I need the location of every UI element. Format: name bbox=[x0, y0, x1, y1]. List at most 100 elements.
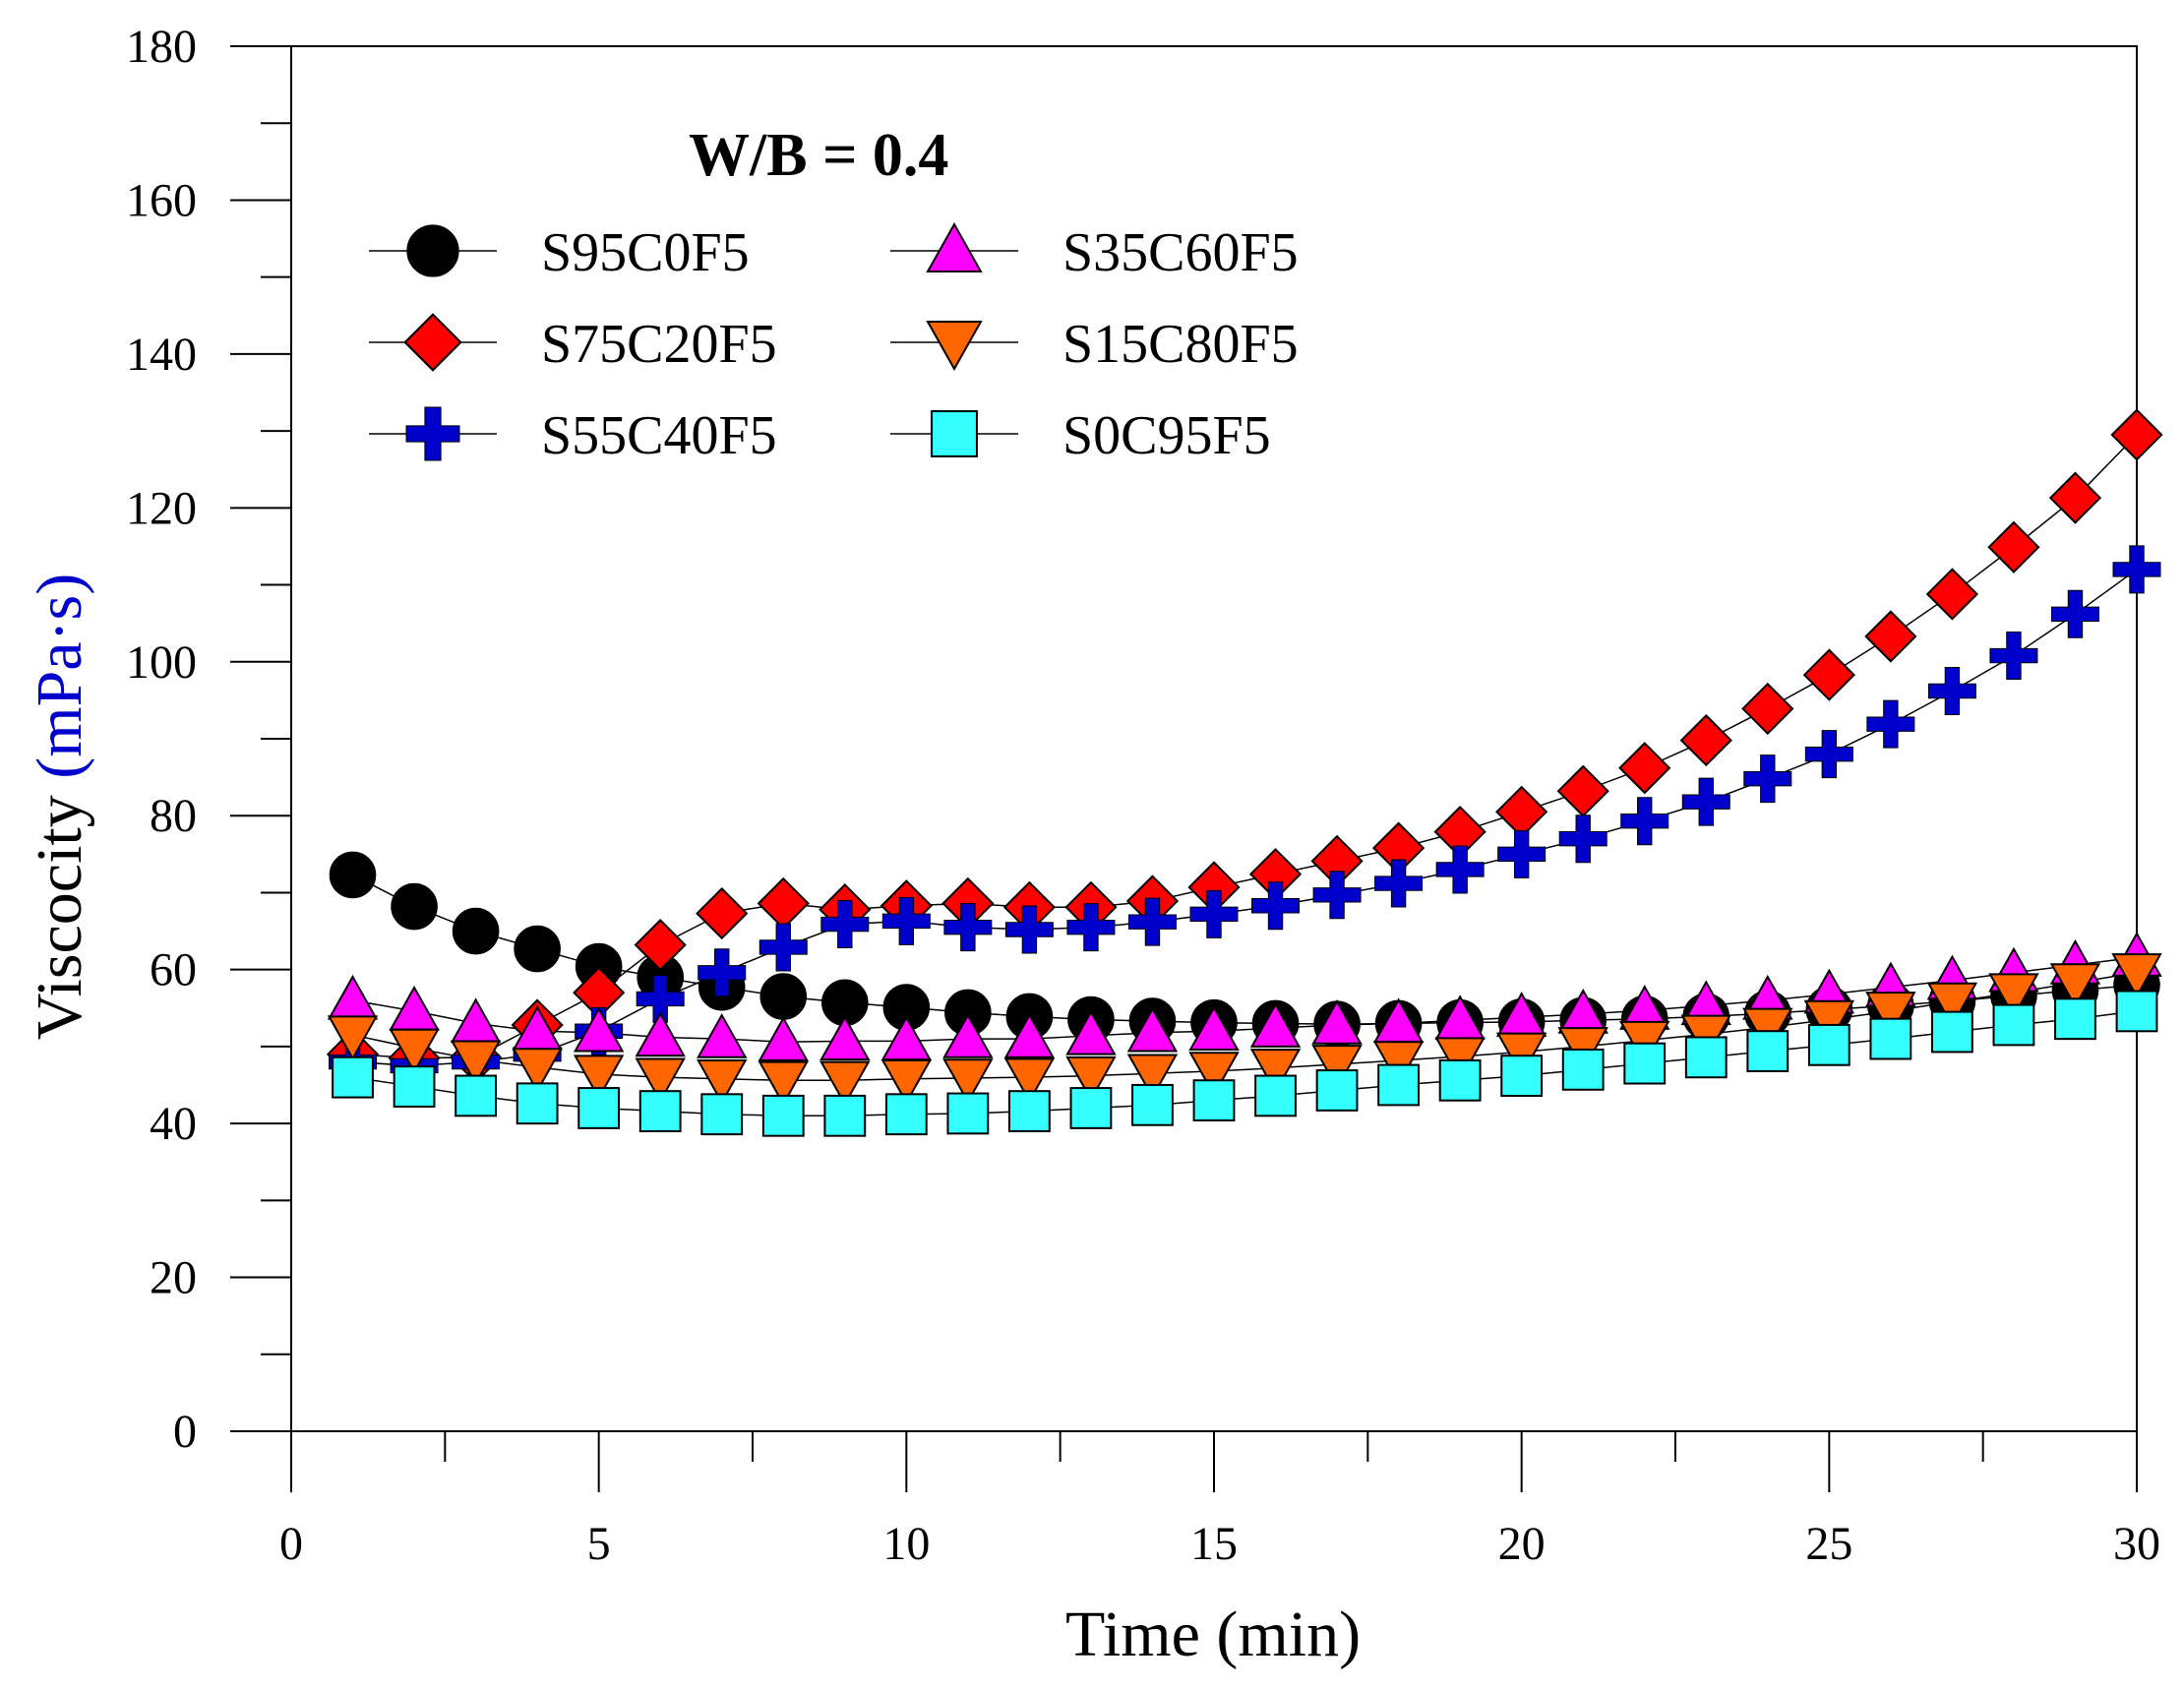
data-point-s35c60f5 bbox=[697, 1013, 748, 1058]
data-point-s0c95f5 bbox=[761, 1094, 805, 1137]
data-point-s0c95f5 bbox=[823, 1094, 867, 1137]
data-point-s15c80f5 bbox=[1188, 1052, 1240, 1097]
data-point-s0c95f5 bbox=[1807, 1023, 1850, 1066]
y-tick-label: 60 bbox=[150, 944, 197, 996]
y-tick-label: 140 bbox=[126, 329, 197, 381]
data-point-s0c95f5 bbox=[1069, 1087, 1113, 1129]
data-point-s55c40f5 bbox=[1620, 797, 1669, 846]
data-point-s55c40f5 bbox=[1558, 814, 1608, 864]
data-point-s55c40f5 bbox=[2112, 545, 2161, 594]
x-tick-label: 0 bbox=[279, 1518, 303, 1570]
data-point-s0c95f5 bbox=[1746, 1030, 1790, 1072]
y-axis-title-text: Viscocity bbox=[24, 779, 95, 1040]
data-point-s0c95f5 bbox=[455, 1074, 498, 1117]
data-point-s55c40f5 bbox=[1681, 777, 1730, 826]
data-point-s75c20f5 bbox=[2110, 408, 2163, 461]
data-point-s55c40f5 bbox=[758, 923, 808, 972]
data-point-s35c60f5 bbox=[1249, 1002, 1302, 1048]
data-point-s55c40f5 bbox=[2050, 589, 2099, 638]
data-point-s0c95f5 bbox=[1315, 1069, 1359, 1112]
data-point-s0c95f5 bbox=[1684, 1036, 1728, 1079]
legend-marker-s75c20f5 bbox=[403, 313, 462, 372]
data-point-s55c40f5 bbox=[1251, 881, 1301, 931]
data-point-s15c80f5 bbox=[2049, 963, 2101, 1009]
data-point-s15c80f5 bbox=[1988, 973, 2039, 1019]
data-point-s0c95f5 bbox=[1131, 1083, 1174, 1126]
data-point-s55c40f5 bbox=[698, 948, 747, 997]
data-point-s95c0f5 bbox=[759, 973, 808, 1020]
data-point-s55c40f5 bbox=[1127, 897, 1177, 946]
data-point-s75c20f5 bbox=[1556, 764, 1609, 817]
data-point-s75c20f5 bbox=[2048, 471, 2102, 524]
legend: S95C0F5 S75C20F5 S55C40F5 S35C60F5 S15C80F5 S… bbox=[369, 221, 1299, 466]
data-point-s95c0f5 bbox=[391, 882, 438, 931]
data-point-s35c60f5 bbox=[1003, 1013, 1056, 1058]
x-tick-label: 20 bbox=[1498, 1518, 1546, 1570]
data-point-s0c95f5 bbox=[2115, 990, 2158, 1033]
data-point-s15c80f5 bbox=[1434, 1037, 1486, 1083]
data-point-s0c95f5 bbox=[577, 1087, 621, 1129]
data-point-s15c80f5 bbox=[758, 1060, 809, 1107]
data-point-s15c80f5 bbox=[1065, 1055, 1117, 1102]
data-point-s0c95f5 bbox=[638, 1090, 682, 1132]
data-point-s15c80f5 bbox=[2111, 953, 2162, 998]
y-tick-label: 80 bbox=[150, 790, 197, 842]
data-point-s0c95f5 bbox=[393, 1065, 436, 1108]
data-point-s15c80f5 bbox=[635, 1057, 686, 1104]
x-tick-label: 25 bbox=[1805, 1518, 1852, 1570]
legend-label: S15C80F5 bbox=[1062, 314, 1299, 375]
data-point-s15c80f5 bbox=[697, 1059, 748, 1105]
x-axis-ticks: 0 5 10 15 20 25 30 bbox=[279, 1431, 2160, 1570]
data-point-s95c0f5 bbox=[514, 925, 561, 973]
legend-item-s95c0f5: S95C0F5 bbox=[369, 222, 750, 283]
data-point-s35c60f5 bbox=[635, 1011, 686, 1057]
data-point-s55c40f5 bbox=[1004, 905, 1054, 954]
data-point-s35c60f5 bbox=[819, 1015, 871, 1061]
data-point-s55c40f5 bbox=[1989, 632, 2038, 681]
data-point-s15c80f5 bbox=[1372, 1041, 1425, 1087]
data-point-s75c20f5 bbox=[1495, 785, 1548, 838]
y-tick-label: 120 bbox=[126, 482, 197, 534]
data-point-s0c95f5 bbox=[1008, 1090, 1051, 1132]
data-point-s0c95f5 bbox=[1438, 1058, 1482, 1102]
data-point-s15c80f5 bbox=[327, 1015, 379, 1061]
data-point-s75c20f5 bbox=[1864, 610, 1917, 663]
data-point-s15c80f5 bbox=[512, 1048, 563, 1094]
y-tick-label: 100 bbox=[126, 636, 197, 689]
legend-label: S0C95F5 bbox=[1062, 405, 1271, 466]
data-point-s95c0f5 bbox=[329, 851, 377, 899]
data-point-s55c40f5 bbox=[1189, 889, 1239, 938]
y-tick-label: 20 bbox=[150, 1252, 197, 1304]
legend-label: S55C40F5 bbox=[541, 405, 777, 466]
chart-title: W/B = 0.4 bbox=[689, 122, 948, 189]
series-s15c80f5 bbox=[327, 953, 2162, 1107]
data-point-s15c80f5 bbox=[1803, 999, 1855, 1046]
data-point-s0c95f5 bbox=[700, 1093, 744, 1136]
legend-label: S95C0F5 bbox=[541, 222, 750, 283]
data-point-s15c80f5 bbox=[880, 1059, 933, 1105]
x-tick-label: 15 bbox=[1190, 1518, 1238, 1570]
data-point-s15c80f5 bbox=[1742, 1007, 1793, 1054]
data-point-s55c40f5 bbox=[1743, 754, 1792, 804]
data-point-s55c40f5 bbox=[1804, 730, 1853, 779]
data-point-s35c60f5 bbox=[327, 974, 379, 1020]
data-point-s0c95f5 bbox=[946, 1092, 990, 1135]
data-point-s35c60f5 bbox=[573, 1006, 625, 1053]
data-point-s35c60f5 bbox=[1311, 998, 1363, 1045]
series-s0c95f5 bbox=[332, 990, 2158, 1137]
data-point-s0c95f5 bbox=[2054, 997, 2096, 1041]
y-axis-ticks: 0 20 40 60 80 100 120 140 160 180 bbox=[126, 21, 291, 1458]
data-point-s0c95f5 bbox=[332, 1055, 374, 1099]
data-point-s55c40f5 bbox=[1312, 871, 1362, 920]
data-point-s15c80f5 bbox=[1926, 982, 1978, 1028]
data-point-s0c95f5 bbox=[1377, 1063, 1420, 1107]
y-tick-label: 40 bbox=[150, 1098, 197, 1150]
legend-marker-s0c95f5 bbox=[931, 410, 978, 457]
data-point-s15c80f5 bbox=[1311, 1045, 1363, 1090]
data-point-s15c80f5 bbox=[942, 1058, 994, 1105]
legend-item-s35c60f5: S35C60F5 bbox=[890, 221, 1299, 283]
y-tick-label: 0 bbox=[173, 1406, 197, 1458]
legend-marker-s95c0f5 bbox=[406, 224, 459, 277]
data-point-s55c40f5 bbox=[943, 903, 993, 952]
data-point-s55c40f5 bbox=[1927, 667, 1976, 716]
